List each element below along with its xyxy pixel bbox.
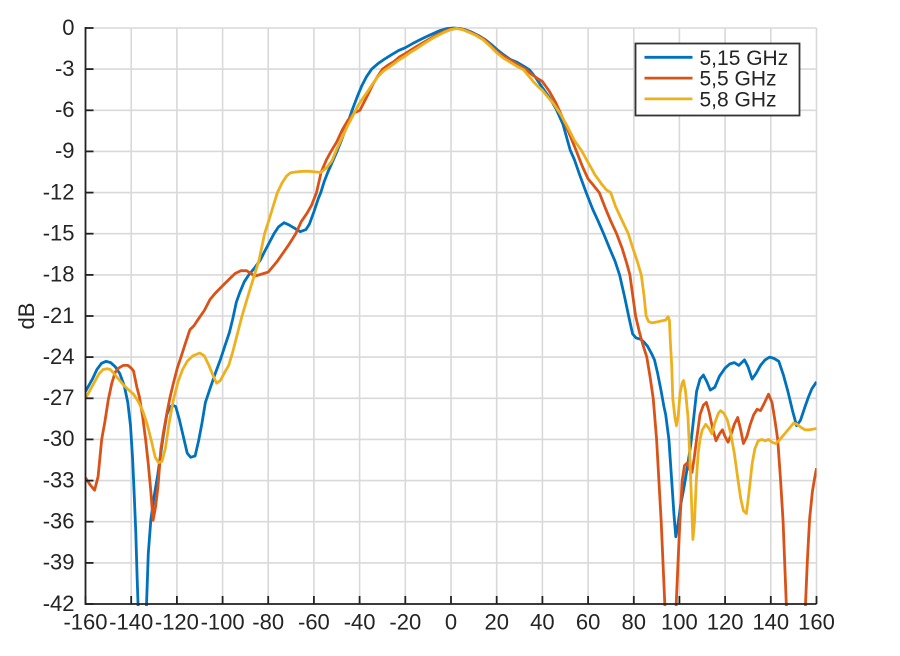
svg-text:160: 160 bbox=[798, 610, 835, 635]
svg-text:-60: -60 bbox=[298, 610, 330, 635]
svg-text:5,5 GHz: 5,5 GHz bbox=[700, 68, 777, 91]
svg-text:-24: -24 bbox=[43, 344, 75, 369]
svg-text:-9: -9 bbox=[55, 138, 75, 163]
svg-text:-12: -12 bbox=[43, 179, 75, 204]
svg-text:-30: -30 bbox=[43, 426, 75, 451]
svg-text:-40: -40 bbox=[344, 610, 376, 635]
svg-text:-42: -42 bbox=[43, 591, 75, 616]
svg-text:-80: -80 bbox=[252, 610, 284, 635]
svg-text:dB: dB bbox=[14, 303, 39, 330]
svg-text:-36: -36 bbox=[43, 509, 75, 534]
svg-text:5,8 GHz: 5,8 GHz bbox=[700, 88, 777, 111]
svg-text:20: 20 bbox=[484, 610, 508, 635]
svg-text:120: 120 bbox=[707, 610, 744, 635]
svg-text:-6: -6 bbox=[55, 97, 75, 122]
svg-text:-140: -140 bbox=[109, 610, 153, 635]
svg-text:-15: -15 bbox=[43, 221, 75, 246]
svg-text:-27: -27 bbox=[43, 385, 75, 410]
svg-text:-120: -120 bbox=[155, 610, 199, 635]
svg-text:-20: -20 bbox=[389, 610, 421, 635]
svg-text:0: 0 bbox=[62, 15, 74, 40]
svg-text:80: 80 bbox=[622, 610, 646, 635]
svg-text:100: 100 bbox=[661, 610, 698, 635]
svg-text:40: 40 bbox=[530, 610, 554, 635]
svg-text:-160: -160 bbox=[63, 610, 107, 635]
svg-text:60: 60 bbox=[576, 610, 600, 635]
svg-text:-3: -3 bbox=[55, 56, 75, 81]
svg-text:-18: -18 bbox=[43, 262, 75, 287]
svg-text:0: 0 bbox=[445, 610, 457, 635]
svg-text:-100: -100 bbox=[201, 610, 245, 635]
svg-text:140: 140 bbox=[752, 610, 789, 635]
svg-text:5,15 GHz: 5,15 GHz bbox=[700, 47, 789, 70]
svg-text:-33: -33 bbox=[43, 467, 75, 492]
svg-text:-21: -21 bbox=[43, 303, 75, 328]
svg-text:-39: -39 bbox=[43, 550, 75, 575]
